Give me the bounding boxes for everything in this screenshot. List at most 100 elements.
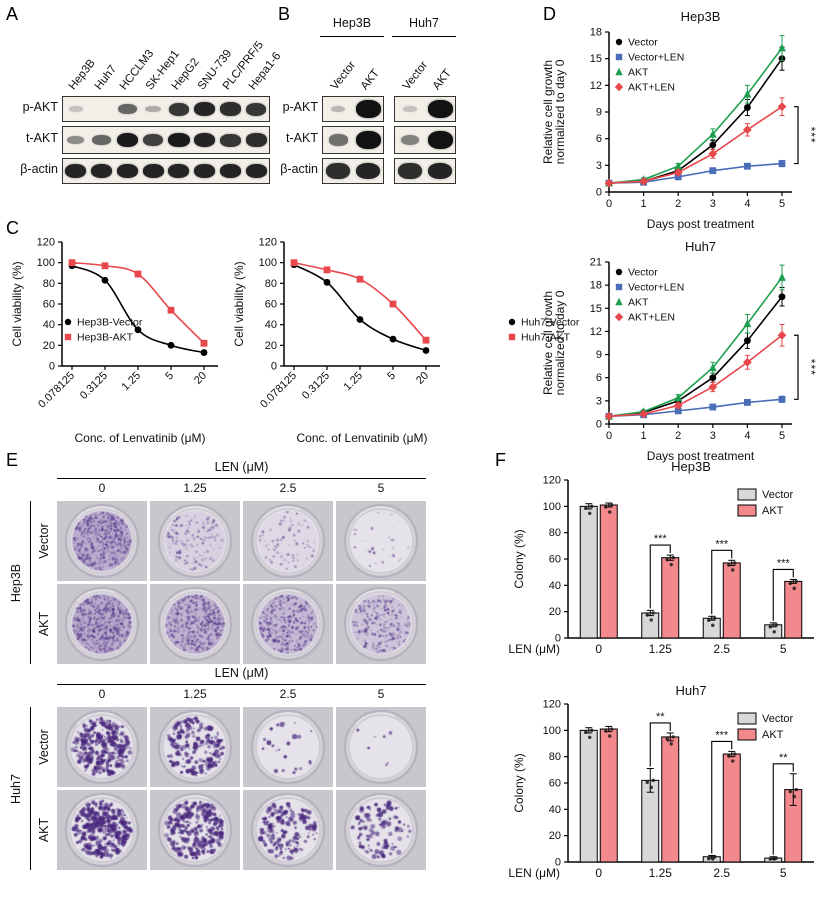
svg-text:Colony (%): Colony (%) [512,529,526,588]
len-dose-header: LEN (μM) [214,460,269,474]
blot-band [245,102,267,116]
blot-band [219,102,241,116]
blot-band [245,133,267,147]
svg-text:18: 18 [590,27,602,39]
svg-text:15: 15 [590,53,602,65]
series-Huh7-AKT [290,259,430,344]
blot-band [401,134,419,146]
blot-band [328,134,348,146]
svg-text:9: 9 [596,107,602,119]
svg-text:***: *** [804,127,818,144]
svg-text:Hep3B-AKT: Hep3B-AKT [77,332,134,344]
well-image [57,790,147,870]
legend: Hep3B-Vector Hep3B-AKT [64,317,143,344]
construct-label: AKT [37,611,51,637]
svg-text:Vector: Vector [762,489,794,501]
svg-text:0: 0 [606,430,612,442]
svg-text:120: 120 [543,475,561,487]
colony-well-photo [57,501,147,581]
lane-label: Vector [400,59,431,93]
well-image [243,707,333,787]
cell-line-label: Huh7 [9,773,23,804]
group-bracket-line [392,36,456,37]
blot-band [116,164,138,178]
svg-text:0: 0 [271,361,277,373]
svg-text:1: 1 [641,430,647,442]
blot-row-label: p-AKT [282,100,318,114]
colony-well-photo [336,584,426,664]
svg-text:20: 20 [414,370,431,387]
svg-text:40: 40 [265,319,277,331]
svg-text:Huh7-Vector: Huh7-Vector [521,317,580,329]
svg-text:AKT+LEN: AKT+LEN [628,312,675,324]
blot-band [65,164,87,178]
blot-strip [322,126,384,154]
panel-label-d: D [543,4,557,24]
svg-text:Hep3B: Hep3B [681,9,721,24]
panel-label-b: B [278,4,291,24]
svg-text:21: 21 [590,257,602,269]
lane-label: AKT [358,67,382,93]
bar-series-Vector [579,727,783,863]
svg-text:2: 2 [675,430,681,442]
well-image [150,790,240,870]
colony-well-photo [243,584,333,664]
svg-text:120: 120 [259,237,277,249]
legend: Vector AKT [737,712,794,741]
blot-row-label: t-AKT [286,131,318,145]
blot-band [92,134,111,146]
svg-text:0: 0 [596,419,602,431]
svg-text:AKT: AKT [628,297,649,309]
blot-band [356,162,380,180]
svg-text:0: 0 [555,633,561,645]
svg-text:Vector: Vector [628,37,658,49]
svg-text:1: 1 [641,198,647,210]
well-image [57,707,147,787]
series-Hep3B-AKT [68,259,208,347]
chart-colony-hep3b: 0 20 40 60 80 100 120 Hep3B Colony (%) 0 1.25 2.5 5 L… [508,459,814,656]
lane-label: AKT [430,67,454,93]
svg-text:Vector+LEN: Vector+LEN [628,282,684,294]
lane-label: Vector [328,59,359,93]
construct-label: Vector [37,523,51,559]
blot-strip [394,158,456,184]
svg-text:60: 60 [265,299,277,311]
svg-text:5: 5 [780,866,787,880]
blot-band [355,131,381,149]
dose-label: 2.5 [279,481,297,495]
well-image [336,584,426,664]
svg-text:Days post treatment: Days post treatment [647,449,755,463]
blot-band [145,105,161,113]
dose-label: 0 [98,687,106,701]
svg-text:20: 20 [43,340,55,352]
svg-text:0.078125: 0.078125 [258,370,299,411]
bar-series-Vector [579,503,783,639]
blot-strip [62,158,270,184]
svg-text:Vector: Vector [762,713,794,725]
svg-text:***: *** [654,533,668,545]
blot-band [116,132,139,148]
blot-strip [322,158,384,184]
svg-text:100: 100 [259,257,277,269]
svg-text:100: 100 [543,501,561,513]
blot-band [67,135,85,145]
svg-text:Hep3B: Hep3B [671,459,711,474]
cell-line-bracket [30,707,31,870]
svg-text:80: 80 [43,278,55,290]
colony-well-photo [150,501,240,581]
blot-band [68,106,84,112]
svg-text:2.5: 2.5 [713,642,730,656]
cell-line-bracket [30,501,31,664]
group-label: Hep3B [332,16,372,30]
cell-line-label: Hep3B [9,563,23,602]
svg-text:0: 0 [555,857,561,869]
svg-text:0: 0 [49,361,55,373]
group-label: Huh7 [409,16,439,30]
svg-text:0: 0 [596,187,602,199]
svg-text:3: 3 [596,395,602,407]
colony-well-photo [57,790,147,870]
well-image [243,790,333,870]
well-image [150,501,240,581]
svg-text:100: 100 [543,725,561,737]
